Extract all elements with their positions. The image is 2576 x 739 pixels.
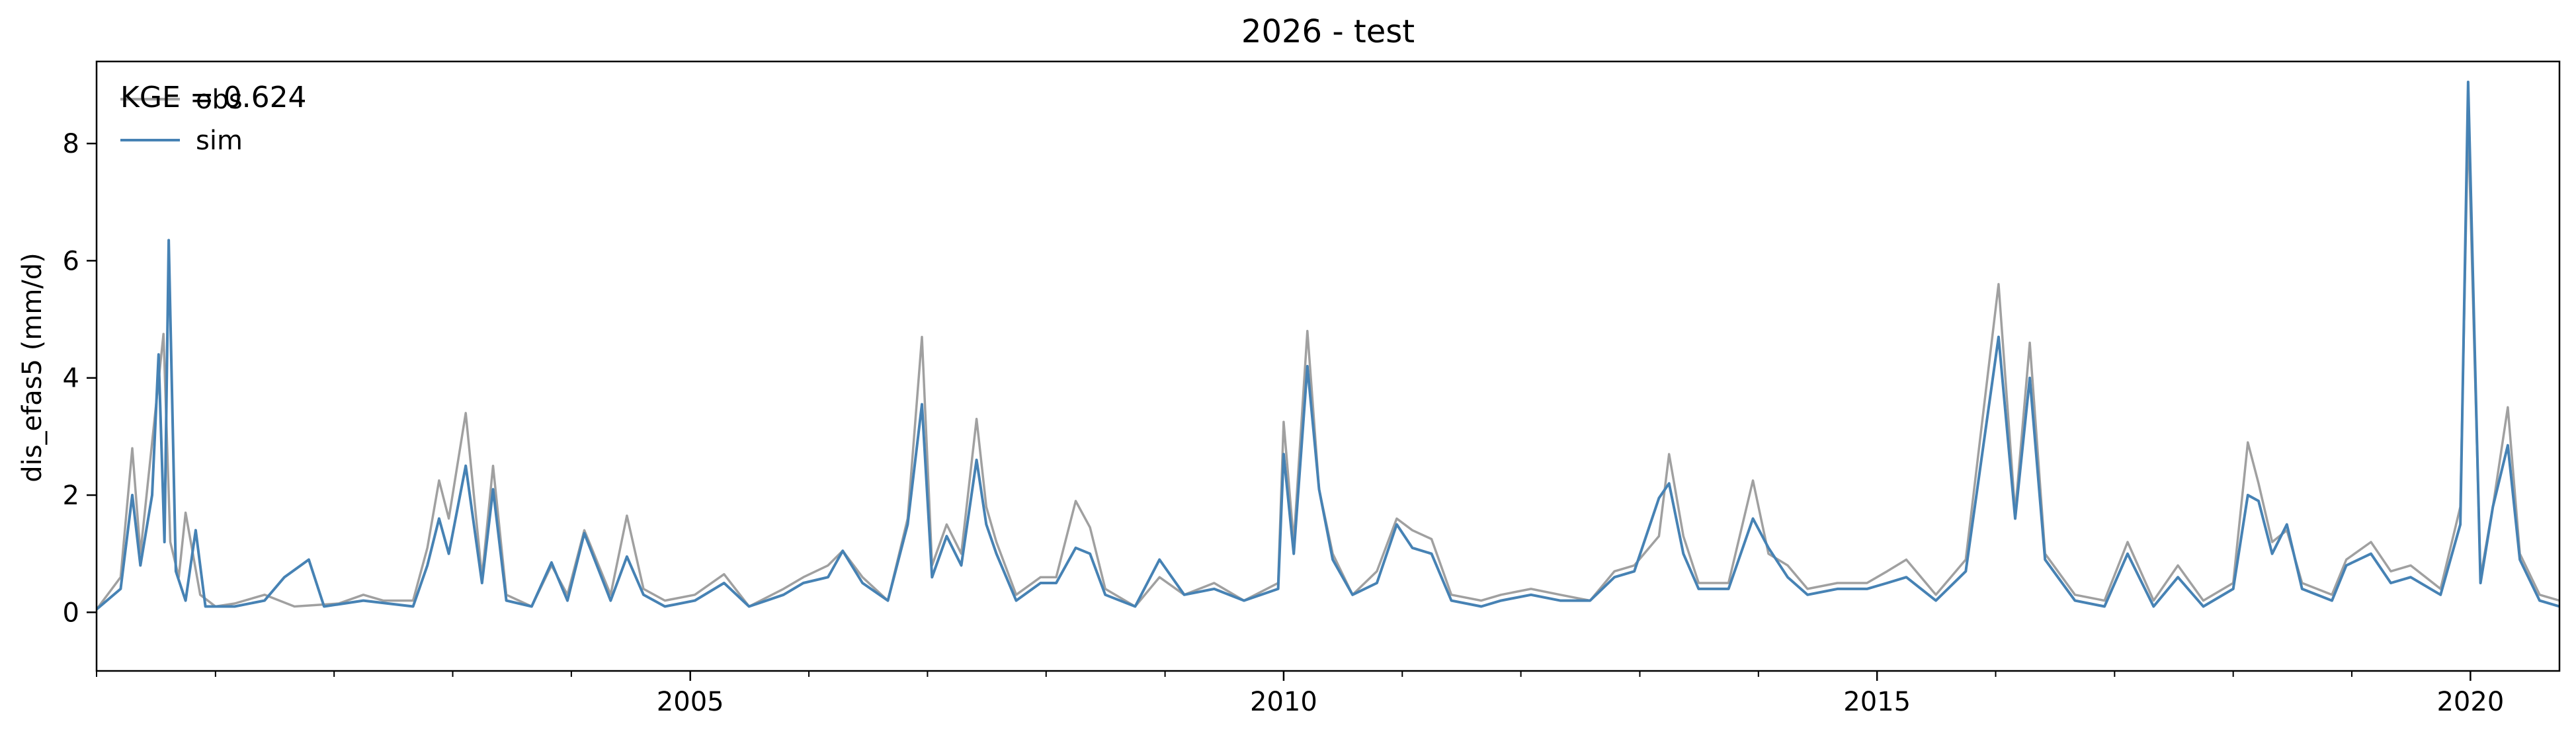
chart-title: 2026 - test [1241,13,1415,50]
series-line-sim [97,81,2559,611]
y-tick-label: 4 [63,364,79,394]
x-tick-label: 2010 [1250,687,1317,717]
legend-label-obs: obs [196,85,243,115]
axes-layer: 2005 2010 2015 2020 0 2 4 6 8 [63,129,2505,717]
legend: obs sim [120,85,243,156]
y-tick-label: 6 [63,246,79,276]
x-tick-label: 2005 [657,687,724,717]
y-tick-label: 8 [63,129,79,159]
y-tick-label: 2 [63,481,79,511]
plot-frame [95,60,2561,672]
legend-label-sim: sim [196,126,243,156]
x-tick-label: 2015 [1843,687,1911,717]
y-axis-label: dis_efas5 (mm/d) [17,253,48,483]
y-tick-label: 0 [63,598,79,628]
kge-annotation: KGE = 0.624 [120,81,307,114]
x-tick-label: 2020 [2436,687,2504,717]
series-line-obs [97,118,2559,610]
series-layer [97,81,2559,611]
